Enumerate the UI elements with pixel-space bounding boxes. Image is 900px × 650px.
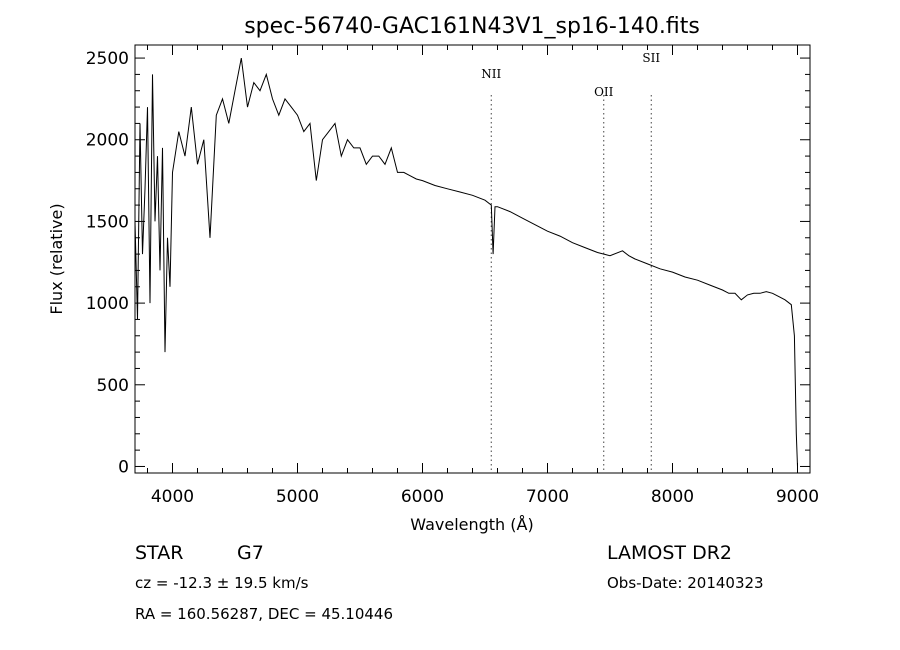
y-tick-label: 500 xyxy=(97,376,129,396)
y-axis-label: Flux (relative) xyxy=(47,203,66,314)
y-tick-label: 1000 xyxy=(86,294,129,314)
x-tick-label: 4000 xyxy=(151,487,194,507)
marker-label-sii: SII xyxy=(642,51,660,65)
chart-title: spec-56740-GAC161N43V1_sp16-140.fits xyxy=(244,14,700,39)
plot-frame xyxy=(134,44,811,474)
x-tick-label: 6000 xyxy=(401,487,444,507)
marker-label-nii: NII xyxy=(481,67,501,81)
x-tick-label: 8000 xyxy=(651,487,694,507)
y-tick-label: 2500 xyxy=(86,49,129,69)
obs-date: Obs-Date: 20140323 xyxy=(607,574,764,592)
x-tick-label: 5000 xyxy=(276,487,319,507)
x-tick-label: 7000 xyxy=(526,487,569,507)
object-subclass: G7 xyxy=(237,542,264,564)
ra-dec-coords: RA = 160.56287, DEC = 45.10446 xyxy=(135,605,393,623)
survey-name: LAMOST DR2 xyxy=(607,542,732,564)
y-tick-label: 1500 xyxy=(86,212,129,232)
y-tick-label: 2000 xyxy=(86,131,129,151)
x-axis-label: Wavelength (Å) xyxy=(410,515,533,534)
object-class: STAR xyxy=(135,542,183,564)
y-tick-label: 0 xyxy=(118,457,129,477)
spectrum-series xyxy=(134,58,798,467)
redshift-cz: cz = -12.3 ± 19.5 km/s xyxy=(135,574,309,592)
line-markers: NII OII SII xyxy=(481,51,660,473)
axis-ticks: 4000 5000 6000 7000 8000 9000 0 500 1000 1500 2000… xyxy=(86,45,819,507)
x-tick-label: 9000 xyxy=(776,487,819,507)
marker-label-oii: OII xyxy=(594,85,614,99)
